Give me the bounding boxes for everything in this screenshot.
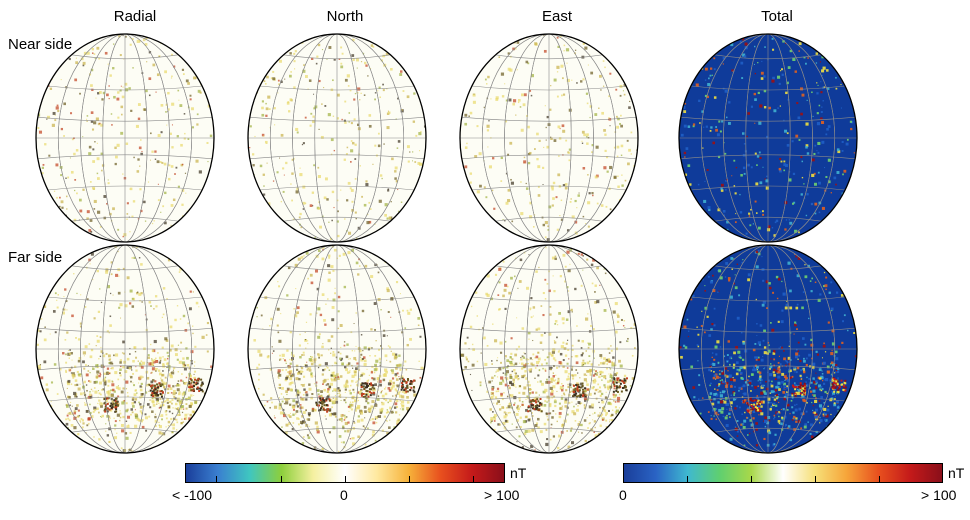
column-title-east: East [541,8,572,25]
colorbar-components-max-label: > 100 [484,487,520,503]
colorbar-components-tick [281,476,282,483]
column-title-total: Total [761,8,793,25]
colorbar-total-tick [751,476,752,483]
colorbar-components-min-label: < -100 [172,487,213,503]
column-title-north: North [326,8,364,25]
globe-far-east [459,244,639,454]
colorbar-components-tick [473,476,474,483]
colorbar-total-max-label: > 100 [921,487,957,503]
globe-far-radial [35,244,215,454]
colorbar-components-tick [345,476,346,483]
colorbar-components-mid-label: 0 [340,487,348,503]
colorbar-total [623,463,943,483]
colorbar-total-tick [815,476,816,483]
row-title-near-side: Near side [8,36,73,53]
colorbar-total-tick [879,476,880,483]
globe-near-north [247,33,427,243]
colorbar-total-unit: nT [948,465,965,481]
row-title-far-side: Far side [8,249,63,266]
globe-near-radial [35,33,215,243]
colorbar-components-unit: nT [510,465,527,481]
globe-near-east [459,33,639,243]
globe-far-total [678,244,858,454]
colorbar-components-tick [216,476,217,483]
globe-near-total [678,33,858,243]
colorbar-total-tick [687,476,688,483]
colorbar-components-tick [409,476,410,483]
globe-far-north [247,244,427,454]
column-title-radial: Radial [113,8,157,25]
colorbar-total-min-label: 0 [619,487,627,503]
